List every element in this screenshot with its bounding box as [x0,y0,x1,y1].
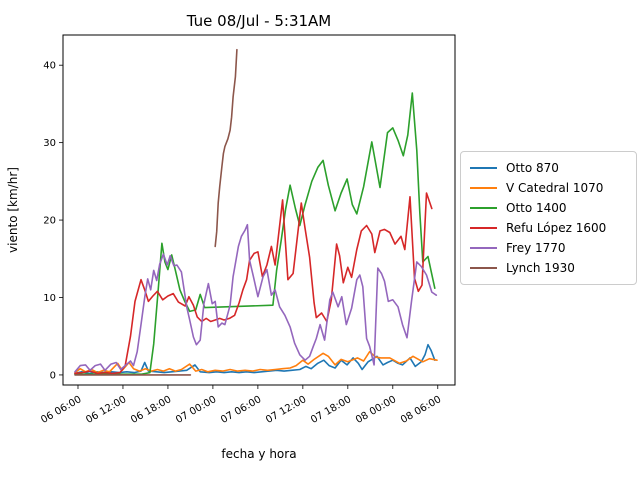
x-tick-label: 08 00:00 [354,394,398,426]
x-tick-label: 08 06:00 [399,394,443,426]
y-tick-label: 30 [43,138,56,149]
legend-line-swatch [470,267,497,269]
legend-item-refu-l-pez-1600: Refu López 1600 [470,218,636,238]
legend-line-swatch [470,207,497,209]
series-line-lynch-1930 [74,48,238,376]
legend-line-swatch [470,227,497,229]
x-axis-label: fecha y hora [221,447,296,461]
y-tick-label: 0 [50,370,56,381]
series-line-refu-l-pez-1600 [74,192,433,375]
x-tick-label: 06 18:00 [129,394,173,426]
x-tick-label: 06 12:00 [84,394,128,426]
legend-items: Otto 870 V Catedral 1070 Otto 1400 Refu Lóp… [470,158,636,278]
x-tick-label: 07 00:00 [174,394,218,426]
y-axis-label: viento [km/hr] [6,167,20,253]
legend-item-lynch-1930: Lynch 1930 [470,258,636,278]
series-line-otto-1400 [74,92,436,375]
legend-label: V Catedral 1070 [506,181,604,195]
y-tick-label: 10 [43,293,56,304]
legend-label: Refu López 1600 [506,221,607,235]
plot-border [62,34,456,386]
x-tick-label: 07 06:00 [219,394,263,426]
legend-line-swatch [470,247,497,249]
legend-label: Otto 1400 [506,201,567,215]
legend-line-swatch [470,167,497,169]
y-tick-label: 20 [43,216,56,227]
legend-item-otto-870: Otto 870 [470,158,636,178]
legend-label: Otto 870 [506,161,559,175]
legend-item-otto-1400: Otto 1400 [470,198,636,218]
legend-label: Lynch 1930 [506,261,575,275]
legend-label: Frey 1770 [506,241,566,255]
x-tick-label: 07 18:00 [309,394,353,426]
legend: Otto 870 V Catedral 1070 Otto 1400 Refu Lóp… [460,151,637,285]
legend-item-frey-1770: Frey 1770 [470,238,636,258]
y-tick-label: 40 [43,61,56,72]
legend-item-v-catedral-1070: V Catedral 1070 [470,178,636,198]
x-tick-label: 06 06:00 [39,394,83,426]
series-lines [74,48,438,376]
x-tick-label: 07 12:00 [264,394,308,426]
series-line-frey-1770 [74,223,438,373]
legend-line-swatch [470,187,497,189]
chart-title: Tue 08/Jul - 5:31AM [186,12,331,30]
series-line-otto-870 [74,343,436,375]
